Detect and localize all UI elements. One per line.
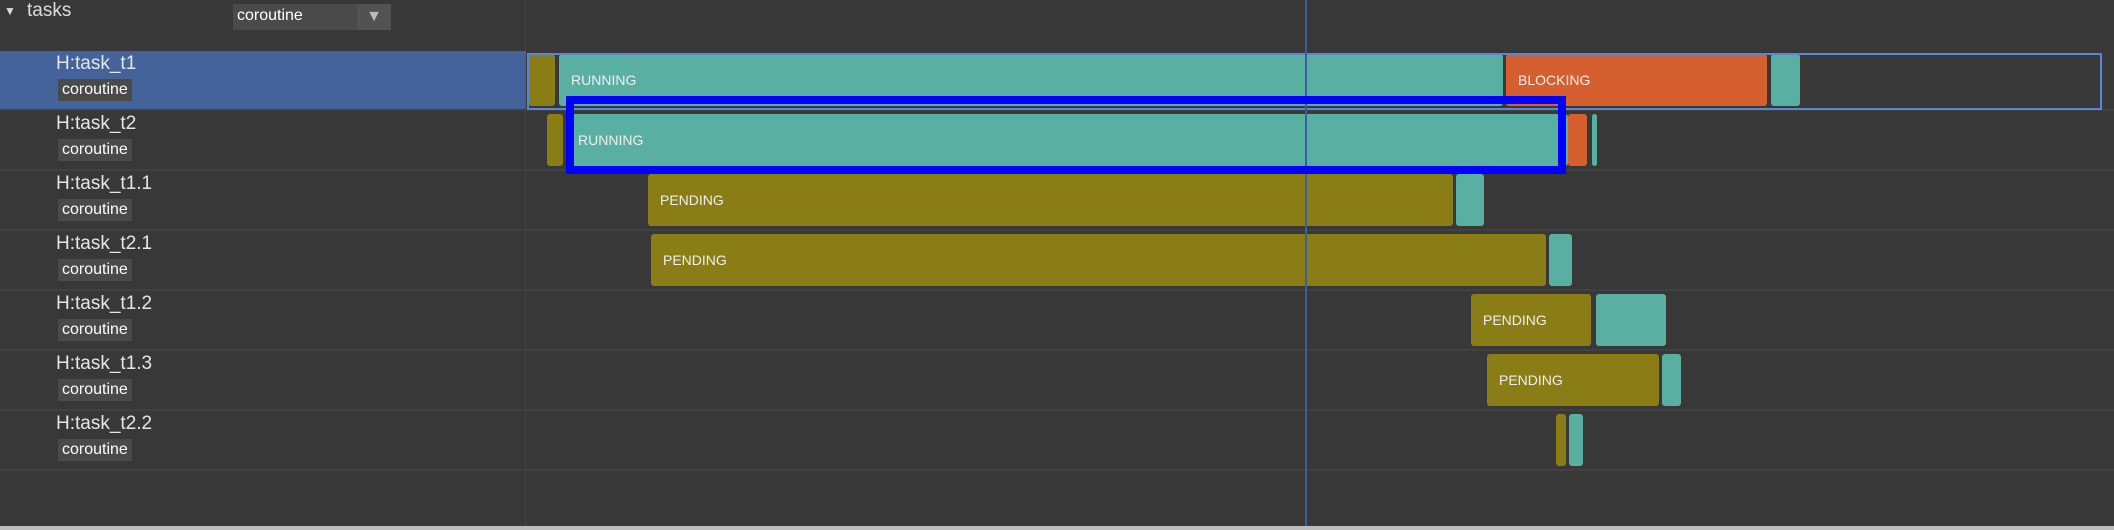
task-name: H:task_t1.3 xyxy=(56,353,153,374)
state-slice-pending[interactable] xyxy=(547,114,563,166)
task-tag: coroutine xyxy=(58,139,132,161)
state-slice-pending[interactable] xyxy=(528,54,555,106)
task-label[interactable]: H:task_t1.2 coroutine xyxy=(0,291,526,349)
task-label[interactable]: H:task_t1 coroutine xyxy=(0,51,526,109)
task-row[interactable]: H:task_t2.2 coroutine xyxy=(0,411,2114,471)
track-label-panel: ▼ tasks coroutine ▼ xyxy=(0,0,526,526)
time-cursor-line[interactable] xyxy=(1305,0,1307,526)
state-slice-pending[interactable]: PENDING xyxy=(1487,354,1659,406)
task-name: H:task_t2 xyxy=(56,113,137,134)
task-row[interactable]: H:task_t1.1 coroutine PENDING xyxy=(0,171,2114,231)
state-slice-running[interactable] xyxy=(1456,174,1484,226)
state-slice-running[interactable]: RUNNING xyxy=(559,54,1503,106)
task-name: H:task_t2.2 xyxy=(56,413,153,434)
category-dropdown[interactable]: coroutine ▼ xyxy=(233,4,391,30)
dropdown-value: coroutine xyxy=(237,7,303,24)
bottom-scrollbar[interactable] xyxy=(0,526,2114,530)
state-slice-running[interactable] xyxy=(1771,54,1800,106)
task-tag: coroutine xyxy=(58,439,132,461)
state-slice-pending[interactable] xyxy=(1556,414,1566,466)
task-row[interactable]: H:task_t2.1 coroutine PENDING xyxy=(0,231,2114,291)
task-label[interactable]: H:task_t1.1 coroutine xyxy=(0,171,526,229)
state-slice-pending[interactable]: PENDING xyxy=(1471,294,1591,346)
state-slice-running[interactable] xyxy=(1662,354,1681,406)
state-slice-running[interactable] xyxy=(1549,234,1572,286)
task-row[interactable]: H:task_t2 coroutine RUNNING xyxy=(0,111,2114,171)
task-tag: coroutine xyxy=(58,199,132,221)
task-label[interactable]: H:task_t2.2 coroutine xyxy=(0,411,526,469)
chevron-down-icon[interactable]: ▼ xyxy=(357,4,391,30)
task-name: H:task_t1.2 xyxy=(56,293,153,314)
state-slice-running[interactable] xyxy=(1596,294,1666,346)
task-tag: coroutine xyxy=(58,319,132,341)
state-slice-pending[interactable]: PENDING xyxy=(648,174,1453,226)
task-name: H:task_t2.1 xyxy=(56,233,153,254)
triangle-down-icon[interactable]: ▼ xyxy=(4,4,16,18)
task-row[interactable]: H:task_t1.3 coroutine PENDING xyxy=(0,351,2114,411)
task-name: H:task_t1.1 xyxy=(56,173,153,194)
task-tag: coroutine xyxy=(58,259,132,281)
state-slice-running[interactable] xyxy=(1569,414,1583,466)
task-row[interactable]: H:task_t1 coroutine RUNNING BLOCKING xyxy=(0,51,2114,111)
task-label[interactable]: H:task_t2 coroutine xyxy=(0,111,526,169)
state-slice-blocking[interactable]: BLOCKING xyxy=(1506,54,1767,106)
state-slice-running[interactable] xyxy=(1592,114,1597,166)
state-slice-pending[interactable]: PENDING xyxy=(651,234,1546,286)
group-title: tasks xyxy=(27,0,72,21)
task-tag: coroutine xyxy=(58,79,132,101)
task-row[interactable]: H:task_t1.2 coroutine PENDING xyxy=(0,291,2114,351)
task-tag: coroutine xyxy=(58,379,132,401)
task-label[interactable]: H:task_t2.1 coroutine xyxy=(0,231,526,289)
task-label[interactable]: H:task_t1.3 coroutine xyxy=(0,351,526,409)
state-slice-blocking[interactable] xyxy=(1568,114,1587,166)
task-name: H:task_t1 xyxy=(56,53,137,74)
state-slice-running[interactable]: RUNNING xyxy=(566,114,1568,166)
